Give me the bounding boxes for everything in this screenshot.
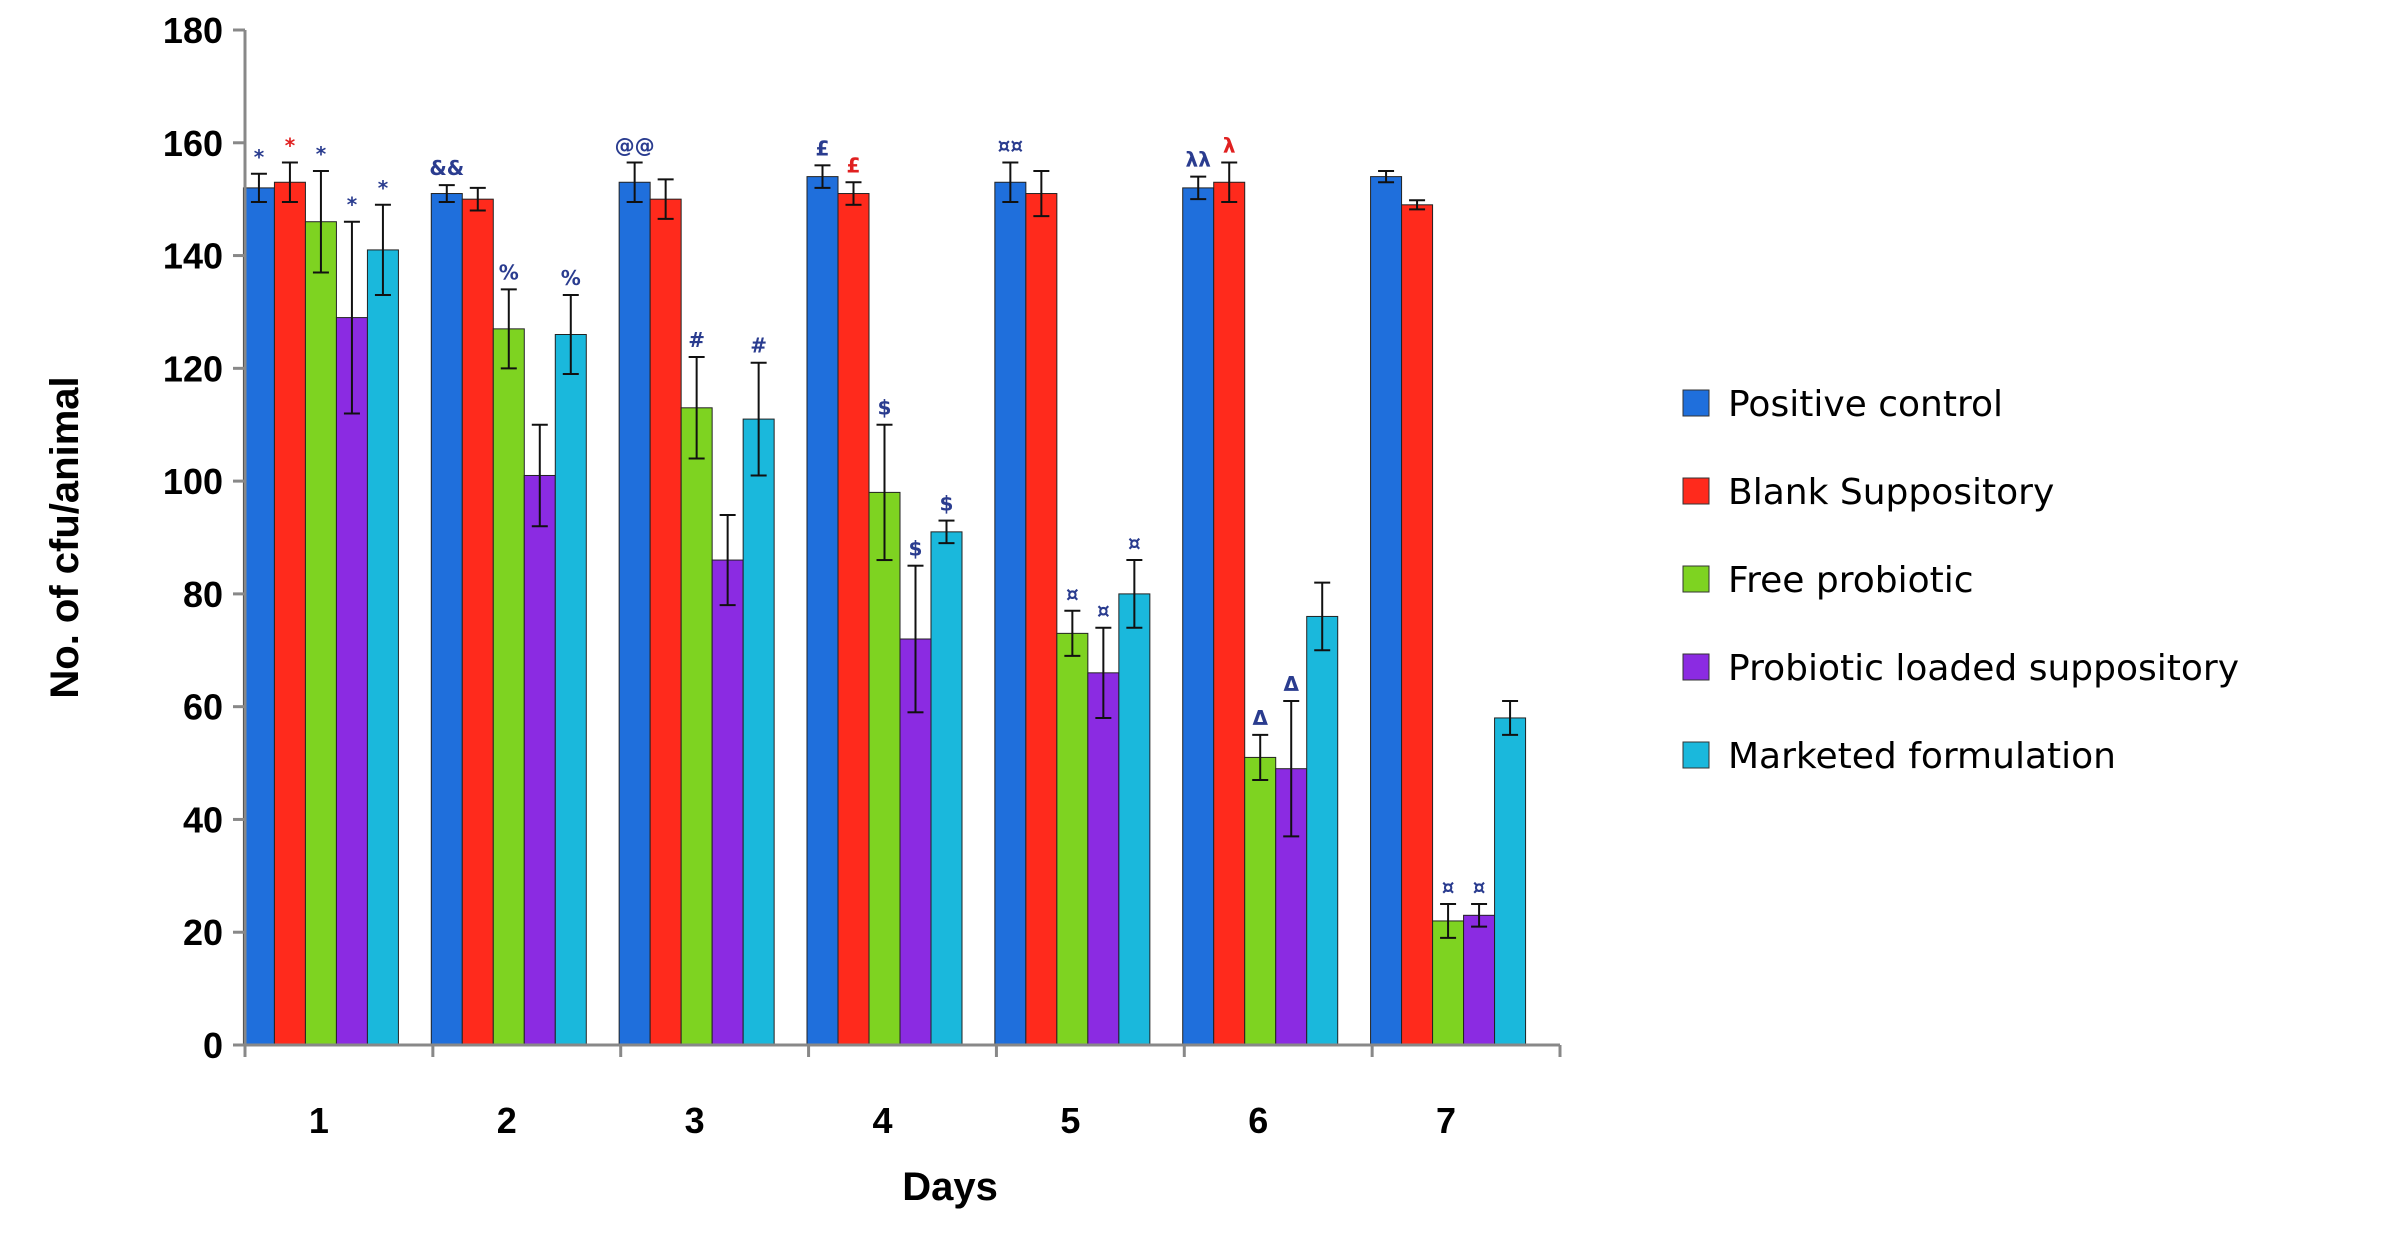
x-axis-ticks: 1 2 3 4 5 6 7 [243, 1045, 1562, 1141]
bar [1494, 717, 1527, 1046]
legend-label: Marketed formulation [1728, 736, 2116, 777]
axes-layer [243, 30, 1560, 1047]
significance-marker: # [750, 334, 767, 358]
bar [711, 559, 744, 1046]
x-tick-label: 3 [685, 1100, 705, 1141]
x-tick-label: 7 [1436, 1100, 1456, 1141]
legend-label: Probiotic loaded suppository [1728, 648, 2239, 689]
bar [554, 334, 587, 1046]
significance-marker: * [378, 176, 389, 200]
bar [1213, 181, 1246, 1046]
y-axis-ticks: 0 20 40 60 80 100 120 140 160 180 [163, 10, 245, 1066]
significance-marker: # [688, 328, 705, 352]
x-tick-label: 2 [497, 1100, 517, 1141]
legend-label: Positive control [1728, 384, 2003, 425]
significance-marker: && [429, 156, 464, 180]
bar [1306, 615, 1339, 1046]
legend-label: Free probiotic [1728, 560, 1974, 601]
x-tick-label: 4 [872, 1100, 892, 1141]
y-tick-label: 80 [183, 574, 223, 615]
bar [1463, 914, 1496, 1046]
bar [649, 198, 682, 1046]
significance-marker: ¤ [1128, 531, 1141, 555]
bar [461, 198, 494, 1046]
x-axis-title: Days [902, 1165, 998, 1209]
bar [492, 328, 525, 1046]
y-tick-label: 60 [183, 687, 223, 728]
bars-layer: * && @@ £ ¤¤ λλ * £ λ *% # $ ¤ Δ ¤ * $ ¤ Δ ¤ *% # $ ¤ [242, 134, 1527, 1046]
bar [335, 317, 368, 1046]
significance-marker: Δ [1283, 672, 1299, 696]
legend-swatch [1682, 389, 1710, 417]
significance-marker: * [285, 134, 296, 158]
bar [1118, 593, 1151, 1046]
significance-marker: λλ [1186, 148, 1212, 172]
significance-marker: £ [816, 136, 830, 160]
y-tick-label: 0 [203, 1025, 223, 1066]
significance-marker: £ [847, 153, 861, 177]
bar [806, 176, 839, 1046]
legend: Positive control Blank Suppository Free pr… [1682, 384, 2239, 777]
y-tick-label: 20 [183, 912, 223, 953]
bar [742, 418, 775, 1046]
legend-swatch [1682, 477, 1710, 505]
bar [366, 249, 399, 1046]
bar [1087, 672, 1120, 1046]
bar [930, 531, 963, 1046]
x-tick-label: 6 [1248, 1100, 1268, 1141]
legend-swatch [1682, 741, 1710, 769]
significance-marker: * [347, 193, 358, 217]
bar [1182, 187, 1215, 1046]
bar [1401, 204, 1434, 1046]
significance-marker: ¤ [1066, 582, 1079, 606]
bar [430, 193, 463, 1046]
x-tick-label: 1 [309, 1100, 329, 1141]
y-tick-label: 180 [163, 10, 223, 51]
significance-marker: * [254, 145, 265, 169]
significance-marker: ¤ [1097, 599, 1110, 623]
bar [994, 181, 1027, 1046]
y-tick-label: 160 [163, 123, 223, 164]
bar [1056, 632, 1089, 1046]
bar [273, 181, 306, 1046]
y-tick-label: 100 [163, 461, 223, 502]
bar [242, 187, 275, 1046]
bar [1370, 176, 1403, 1046]
bar [1432, 920, 1465, 1046]
significance-marker: Δ [1252, 706, 1268, 730]
significance-marker: ¤¤ [998, 134, 1024, 158]
bar [304, 221, 337, 1046]
y-tick-label: 120 [163, 348, 223, 389]
bar [1244, 756, 1277, 1046]
significance-marker: ¤ [1442, 875, 1455, 899]
significance-marker: λ [1223, 134, 1236, 158]
legend-swatch [1682, 653, 1710, 681]
y-axis-title: No. of cfu/animal [43, 376, 87, 698]
y-tick-label: 40 [183, 799, 223, 840]
significance-marker: $ [940, 492, 954, 516]
significance-marker: @@ [615, 134, 655, 158]
significance-marker: $ [878, 396, 892, 420]
x-tick-label: 5 [1060, 1100, 1080, 1141]
bar [1025, 193, 1058, 1046]
legend-swatch [1682, 565, 1710, 593]
significance-marker: ¤ [1473, 875, 1486, 899]
significance-marker: * [316, 142, 327, 166]
significance-marker: % [499, 260, 519, 284]
y-tick-label: 140 [163, 236, 223, 277]
significance-marker: % [561, 266, 581, 290]
bar [680, 407, 713, 1046]
bar [618, 181, 651, 1046]
bar [868, 491, 901, 1046]
bar [837, 193, 870, 1046]
legend-label: Blank Suppository [1728, 472, 2054, 513]
significance-marker: $ [909, 537, 923, 561]
bar [523, 474, 556, 1046]
